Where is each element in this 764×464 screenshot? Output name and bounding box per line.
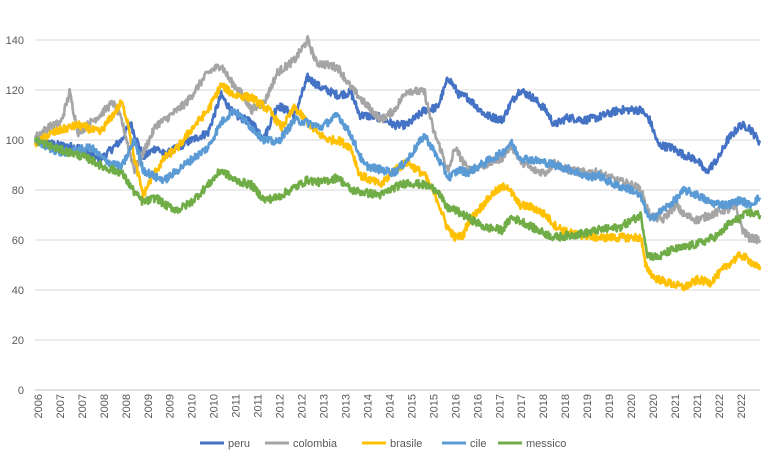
legend-label-colombia: colombia xyxy=(293,438,338,450)
series-line-peru xyxy=(33,72,762,175)
x-tick-label: 2007 xyxy=(77,394,89,418)
x-tick-label: 2014 xyxy=(362,394,374,418)
x-tick-label: 2016 xyxy=(450,394,462,418)
x-tick-label: 2008 xyxy=(99,394,111,418)
x-tick-label: 2022 xyxy=(736,394,748,418)
x-tick-label: 2015 xyxy=(428,394,440,418)
y-tick-label: 140 xyxy=(6,35,24,47)
x-tick-label: 2015 xyxy=(406,394,418,418)
legend-label-messico: messico xyxy=(526,438,566,450)
x-tick-label: 2011 xyxy=(253,394,265,418)
x-tick-label: 2009 xyxy=(165,394,177,418)
x-tick-label: 2018 xyxy=(538,394,550,418)
y-tick-label: 80 xyxy=(12,185,24,197)
series-line-messico xyxy=(33,136,762,262)
legend-label-peru: peru xyxy=(228,438,250,450)
x-tick-label: 2006 xyxy=(33,394,45,418)
x-tick-label: 2010 xyxy=(209,394,221,418)
y-tick-label: 120 xyxy=(6,85,24,97)
x-tick-label: 2011 xyxy=(231,394,243,418)
x-tick-label: 2022 xyxy=(714,394,726,418)
x-tick-label: 2020 xyxy=(648,394,660,418)
legend-label-brasile: brasile xyxy=(390,438,422,450)
x-tick-label: 2012 xyxy=(275,394,287,418)
x-tick-label: 2014 xyxy=(384,394,396,418)
x-tick-label: 2010 xyxy=(187,394,199,418)
x-tick-label: 2018 xyxy=(560,394,572,418)
y-tick-label: 0 xyxy=(18,385,24,397)
x-tick-label: 2007 xyxy=(55,394,67,418)
x-tick-label: 2020 xyxy=(626,394,638,418)
y-tick-label: 60 xyxy=(12,235,24,247)
x-tick-label: 2019 xyxy=(582,394,594,418)
x-tick-label: 2017 xyxy=(494,394,506,418)
y-tick-label: 100 xyxy=(6,135,24,147)
y-axis-ticks: 0 20 40 60 80 100 120 140 xyxy=(6,35,24,397)
series-line-colombia xyxy=(33,35,762,245)
y-tick-label: 20 xyxy=(12,335,24,347)
x-tick-label: 2013 xyxy=(340,394,352,418)
x-tick-label: 2021 xyxy=(670,394,682,418)
x-tick-label: 2016 xyxy=(472,394,484,418)
gridlines xyxy=(35,39,760,341)
x-tick-label: 2009 xyxy=(143,394,155,418)
series-layer xyxy=(33,35,762,292)
x-tick-label: 2021 xyxy=(692,394,704,418)
x-tick-label: 2017 xyxy=(516,394,528,418)
x-tick-label: 2019 xyxy=(604,394,616,418)
series-line-cile xyxy=(33,107,762,222)
legend-label-cile: cile xyxy=(470,438,487,450)
legend: peru colombia brasile cile messico xyxy=(200,438,566,450)
x-tick-label: 2013 xyxy=(319,394,331,418)
x-tick-label: 2008 xyxy=(121,394,133,418)
x-axis-ticks: 2006 2007 2007 2008 2008 2009 2009 2010 2010 2011… xyxy=(33,394,748,418)
x-tick-label: 2012 xyxy=(297,394,309,418)
y-tick-label: 40 xyxy=(12,285,24,297)
